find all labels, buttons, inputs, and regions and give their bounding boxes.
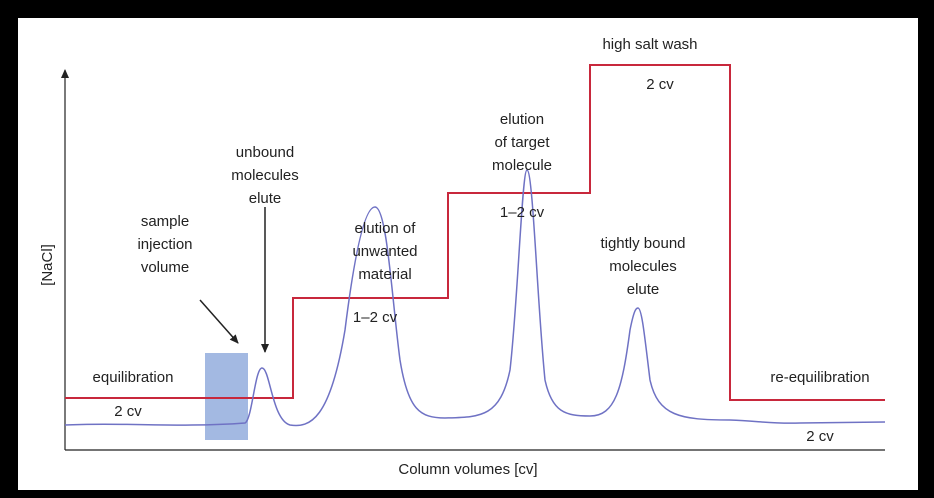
annotation: volume <box>141 259 189 276</box>
phase-label: re-equilibration <box>770 369 869 386</box>
annotation: unbound <box>236 144 294 161</box>
phase-volume: 2 cv <box>646 76 674 93</box>
absorbance-trace <box>64 169 886 427</box>
canvas <box>18 18 918 490</box>
phase-volume: 2 cv <box>806 428 834 445</box>
annotation: molecules <box>231 167 299 184</box>
annotation: molecules <box>609 258 677 275</box>
x-axis-label: Column volumes [cv] <box>398 461 537 478</box>
phase-volume: 1–2 cv <box>500 204 545 221</box>
phase-label: high salt wash <box>602 36 697 53</box>
annotation: elute <box>627 281 660 298</box>
annotation: elution <box>500 111 544 128</box>
annotation: sample <box>141 213 189 230</box>
annotation: elution of <box>355 220 417 237</box>
injection-volume <box>205 353 248 440</box>
annotation: material <box>358 266 411 283</box>
y-axis-label: [NaCl] <box>39 244 56 286</box>
arrow <box>199 299 239 344</box>
annotation: of target <box>494 134 550 151</box>
phase-volume: 2 cv <box>114 403 142 420</box>
annotation: tightly bound <box>600 235 685 252</box>
annotation: molecule <box>492 157 552 174</box>
phase-volume: 1–2 cv <box>353 309 398 326</box>
annotation: injection <box>137 236 192 253</box>
annotation: unwanted <box>352 243 417 260</box>
phase-label: equilibration <box>93 369 174 386</box>
salt-gradient <box>65 64 885 401</box>
annotation: elute <box>249 190 282 207</box>
